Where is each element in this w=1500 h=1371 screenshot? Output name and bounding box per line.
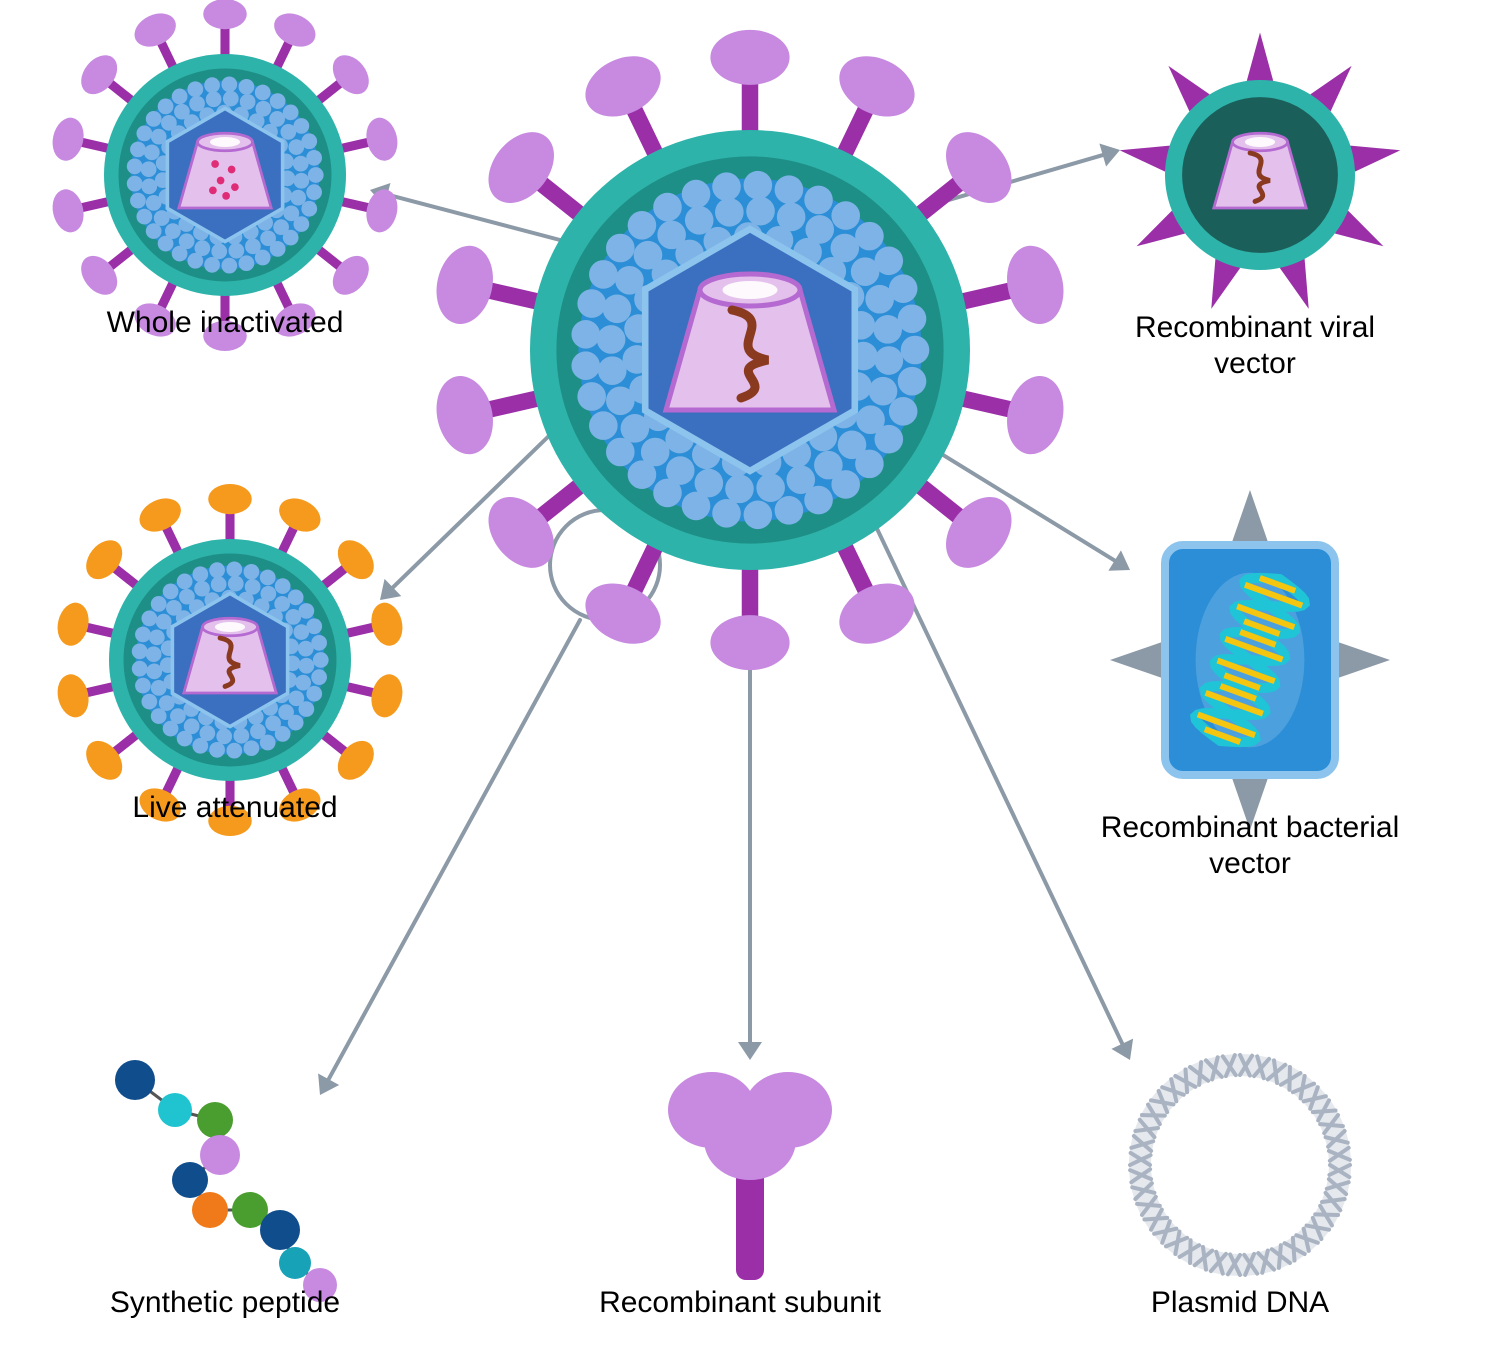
plasmid-dna-icon [1130, 1055, 1350, 1275]
recombinant_bacterial-label: Recombinant bacterial vector [1050, 810, 1450, 882]
whole_inactivated-label: Whole inactivated [75, 305, 375, 341]
recombinant_viral-label: Recombinant viral vector [1080, 310, 1430, 382]
synthetic_peptide-label: Synthetic peptide [70, 1285, 380, 1321]
virus-icon [49, 0, 402, 351]
plasmid_dna-label: Plasmid DNA [1115, 1285, 1365, 1321]
live_attenuated-label: Live attenuated [95, 790, 375, 826]
recombinant-subunit-icon [668, 1072, 832, 1280]
diagram-canvas [0, 0, 1500, 1371]
recombinant-viral-icon [1120, 33, 1401, 309]
recombinant-bacterial-icon [1110, 490, 1390, 830]
virus-icon [54, 484, 407, 836]
virus-icon [429, 30, 1071, 670]
recombinant_subunit-label: Recombinant subunit [560, 1285, 920, 1321]
synthetic-peptide-icon [115, 1060, 337, 1302]
